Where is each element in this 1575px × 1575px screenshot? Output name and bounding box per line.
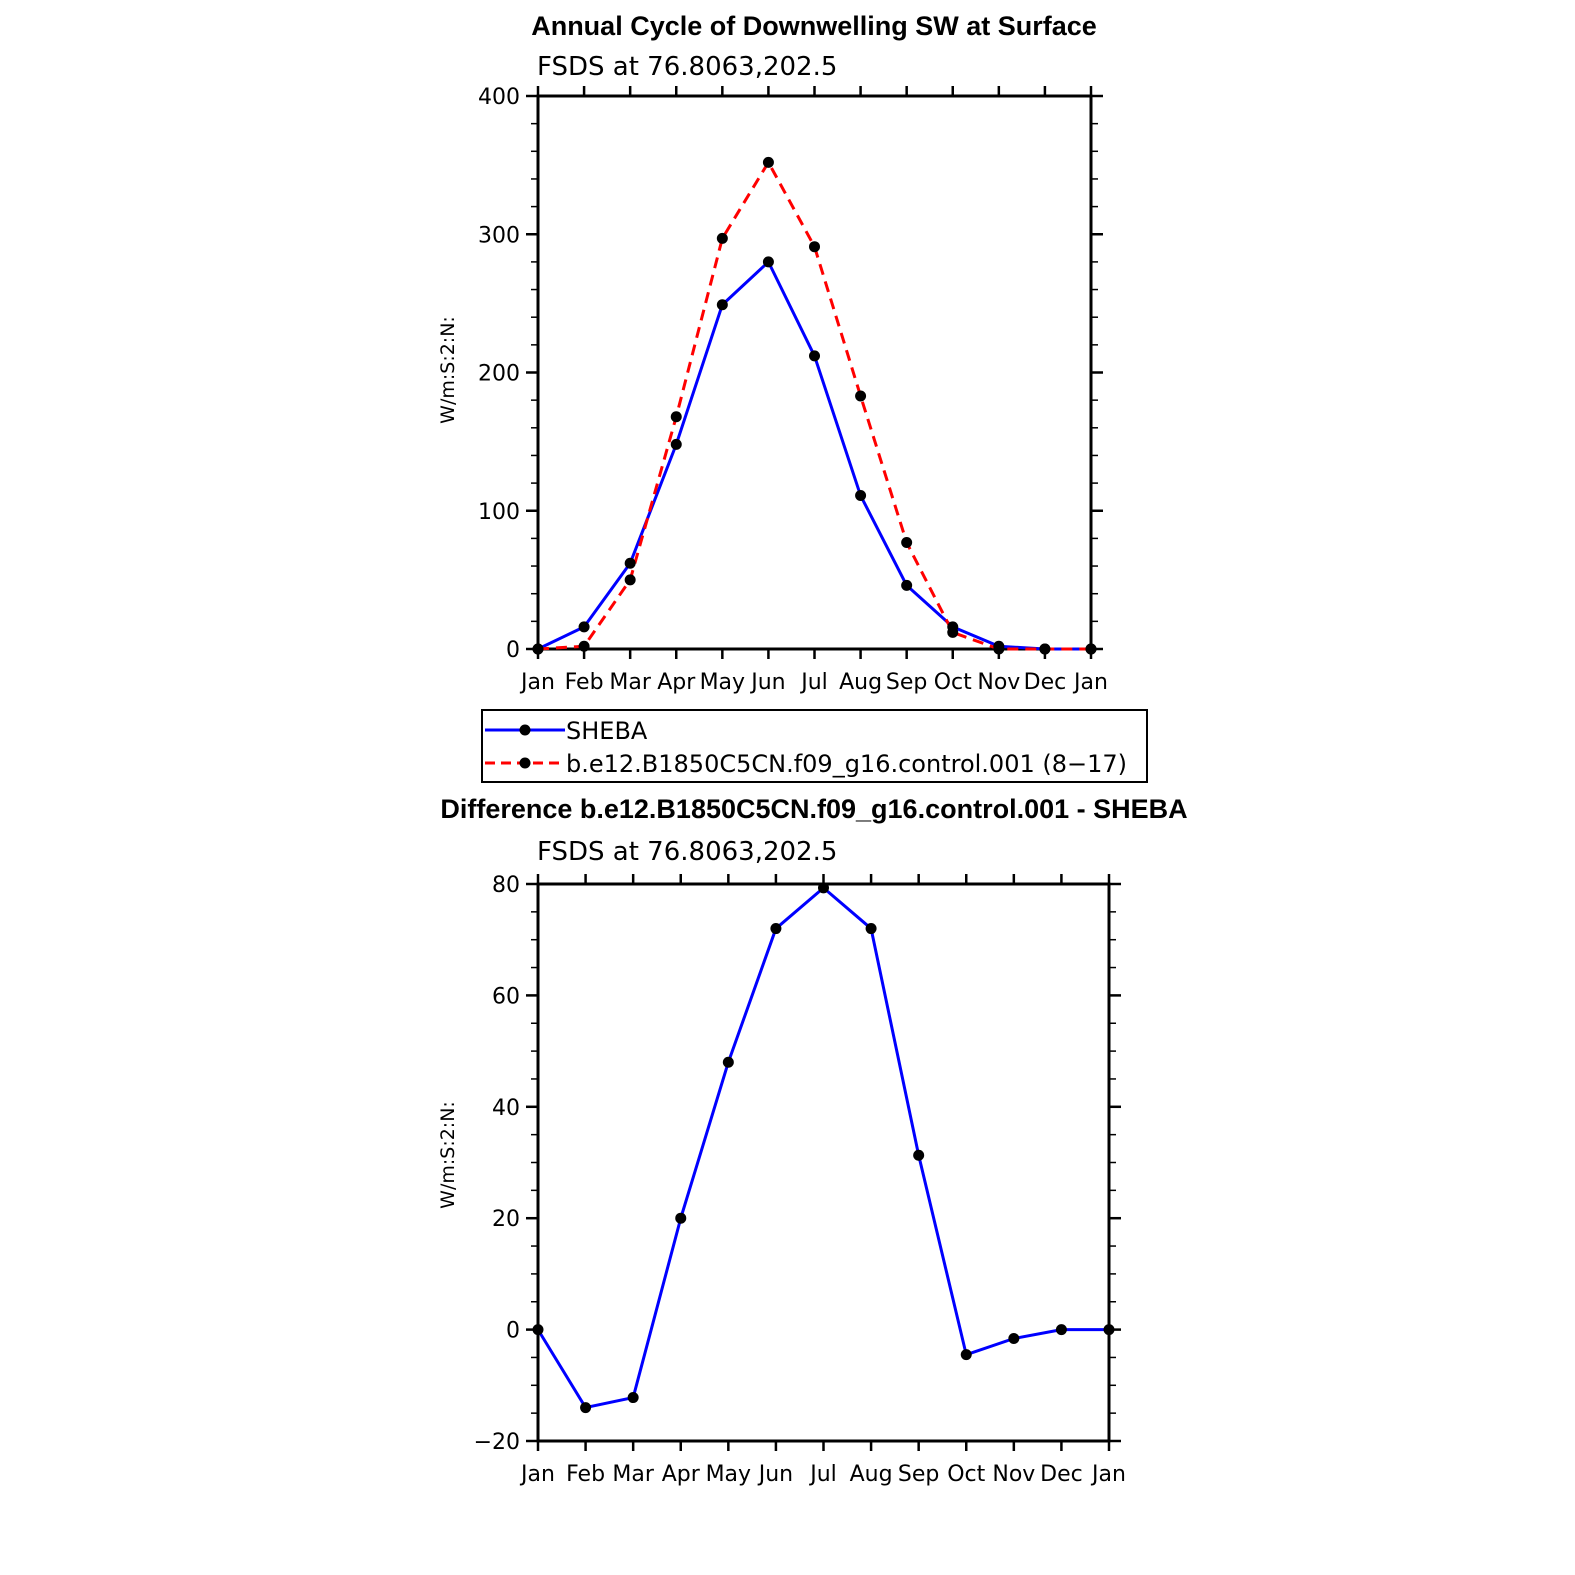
legend-model-marker: [519, 757, 531, 769]
chart1-series-1-point: [578, 640, 590, 652]
chart1-xtick-label: Mar: [609, 670, 651, 695]
chart2-xtick-label: Mar: [612, 1462, 654, 1487]
chart1-series-0-point: [716, 299, 728, 311]
chart2-xtick-label: Jun: [757, 1462, 793, 1487]
chart2-series-0-point: [675, 1212, 687, 1224]
chart1-xtick-label: Aug: [839, 670, 882, 695]
chart2-series-0-point: [532, 1324, 544, 1336]
legend-box: [481, 709, 1148, 783]
chart2-ytick-label: 60: [492, 984, 520, 1009]
chart2-xtick-label: Nov: [992, 1462, 1035, 1487]
chart1-plot-area: [532, 156, 1097, 655]
chart2-xtick-label: Jan: [1090, 1462, 1126, 1487]
chart2-ytick-label: 40: [492, 1096, 520, 1121]
chart1-series-1-point: [855, 390, 867, 402]
chart1-xtick-label: Jun: [749, 670, 785, 695]
chart1-ytick-label: 100: [478, 500, 520, 525]
chart1-ylabel: W/m:S:2:N:: [437, 316, 459, 424]
chart2-series-0-point: [1055, 1324, 1067, 1336]
chart1-series-1-point: [532, 643, 544, 655]
chart1-ytick-label: 400: [478, 85, 520, 110]
chart1-series-0-point: [670, 438, 682, 450]
legend: SHEBA b.e12.B1850C5CN.f09_g16.control.00…: [481, 709, 1148, 783]
chart2-ytick-label: 0: [506, 1319, 520, 1344]
chart1-series-1-point: [993, 643, 1005, 655]
chart2-xtick-label: Jul: [808, 1462, 837, 1487]
chart1-xtick-label: Oct: [934, 670, 972, 695]
chart1-xtick-label: Feb: [565, 670, 604, 695]
chart1-ytick-label: 200: [478, 362, 520, 387]
chart2-axes: Jan Feb Mar Apr May Jun Jul Aug Sep Oct Nov Dec Jan −…: [474, 873, 1126, 1487]
chart1-xtick-label: May: [700, 670, 745, 695]
chart1-frame: [536, 94, 1093, 651]
chart2-xtick-label: Feb: [566, 1462, 605, 1487]
chart1-series-0-point: [578, 621, 590, 633]
chart1-series-1-point: [624, 574, 636, 586]
chart1-ytick-label: 300: [478, 223, 520, 248]
chart1-series-1-point: [901, 537, 913, 549]
chart1-series-1-point: [809, 241, 820, 253]
chart1-xtick-label: Nov: [977, 670, 1020, 695]
chart2-series-0-point: [627, 1392, 639, 1404]
chart1-xtick-label: Dec: [1024, 670, 1067, 695]
chart1-xtick-label: Sep: [886, 670, 927, 695]
chart2-plot-area: [532, 882, 1115, 1414]
chart2-xtick-label: May: [706, 1462, 751, 1487]
chart2-series-0-point: [1008, 1333, 1020, 1345]
chart2-title: Difference b.e12.B1850C5CN.f09_g16.contr…: [440, 794, 1187, 824]
chart2-xtick-label: Oct: [947, 1462, 985, 1487]
chart1-series-0-point: [762, 256, 774, 268]
chart2-series-0-point: [960, 1349, 972, 1361]
chart1-title: Annual Cycle of Downwelling SW at Surfac…: [531, 11, 1097, 41]
chart2-series-0-point: [913, 1149, 925, 1161]
legend-sheba-marker: [519, 724, 531, 736]
chart1-series-1-point: [670, 411, 682, 423]
difference-chart: Difference b.e12.B1850C5CN.f09_g16.contr…: [437, 794, 1188, 1487]
chart2-xtick-label: Aug: [850, 1462, 893, 1487]
chart1-series-1-point: [762, 156, 774, 168]
chart2-xtick-label: Apr: [662, 1462, 701, 1487]
chart1-series-1-point: [947, 626, 959, 638]
chart2-xtick-label: Sep: [898, 1462, 939, 1487]
chart2-subtitle: FSDS at 76.8063,202.5: [537, 837, 837, 867]
chart1-series-1-point: [1039, 643, 1051, 655]
chart2-series-0-point: [580, 1402, 592, 1414]
chart1-series-1-point: [1085, 643, 1097, 655]
chart1-xtick-label: Jul: [799, 670, 828, 695]
legend-sheba-label: SHEBA: [566, 717, 648, 745]
chart2-xtick-label: Dec: [1040, 1462, 1083, 1487]
annual-cycle-chart: Annual Cycle of Downwelling SW at Surfac…: [437, 11, 1108, 695]
chart1-xtick-label: Jan: [519, 670, 555, 695]
chart1-ytick-label: 0: [506, 638, 520, 663]
legend-model-label: b.e12.B1850C5CN.f09_g16.control.001 (8−1…: [566, 750, 1127, 778]
chart1-series-0-point: [855, 490, 867, 502]
chart2-series-0-point: [818, 882, 829, 894]
chart1-axes: Jan Feb Mar Apr May Jun Jul Aug Sep Oct Nov Dec Jan0…: [478, 85, 1108, 695]
chart1-xtick-label: Jan: [1072, 670, 1108, 695]
chart2-ylabel: W/m:S:2:N:: [437, 1101, 459, 1209]
chart1-series-0-point: [624, 557, 636, 569]
chart1-xtick-label: Apr: [657, 670, 696, 695]
chart2-series-0-line: [536, 886, 1109, 1410]
chart2-ytick-label: 80: [492, 873, 520, 898]
chart2-series-0-point: [1103, 1324, 1115, 1336]
chart1-subtitle: FSDS at 76.8063,202.5: [537, 52, 837, 82]
chart1-series-0-point: [901, 579, 913, 591]
chart2-ytick-label: 20: [492, 1207, 520, 1232]
chart2-series-0-point: [865, 923, 877, 935]
chart2-xtick-label: Jan: [519, 1462, 555, 1487]
chart1-series-0-point: [809, 350, 820, 362]
chart2-series-0-point: [770, 923, 782, 935]
chart1-series-1-point: [716, 232, 728, 244]
chart2-ytick-label: −20: [474, 1430, 520, 1455]
chart2-frame: [536, 882, 1111, 1443]
chart2-series-0-point: [722, 1056, 734, 1068]
